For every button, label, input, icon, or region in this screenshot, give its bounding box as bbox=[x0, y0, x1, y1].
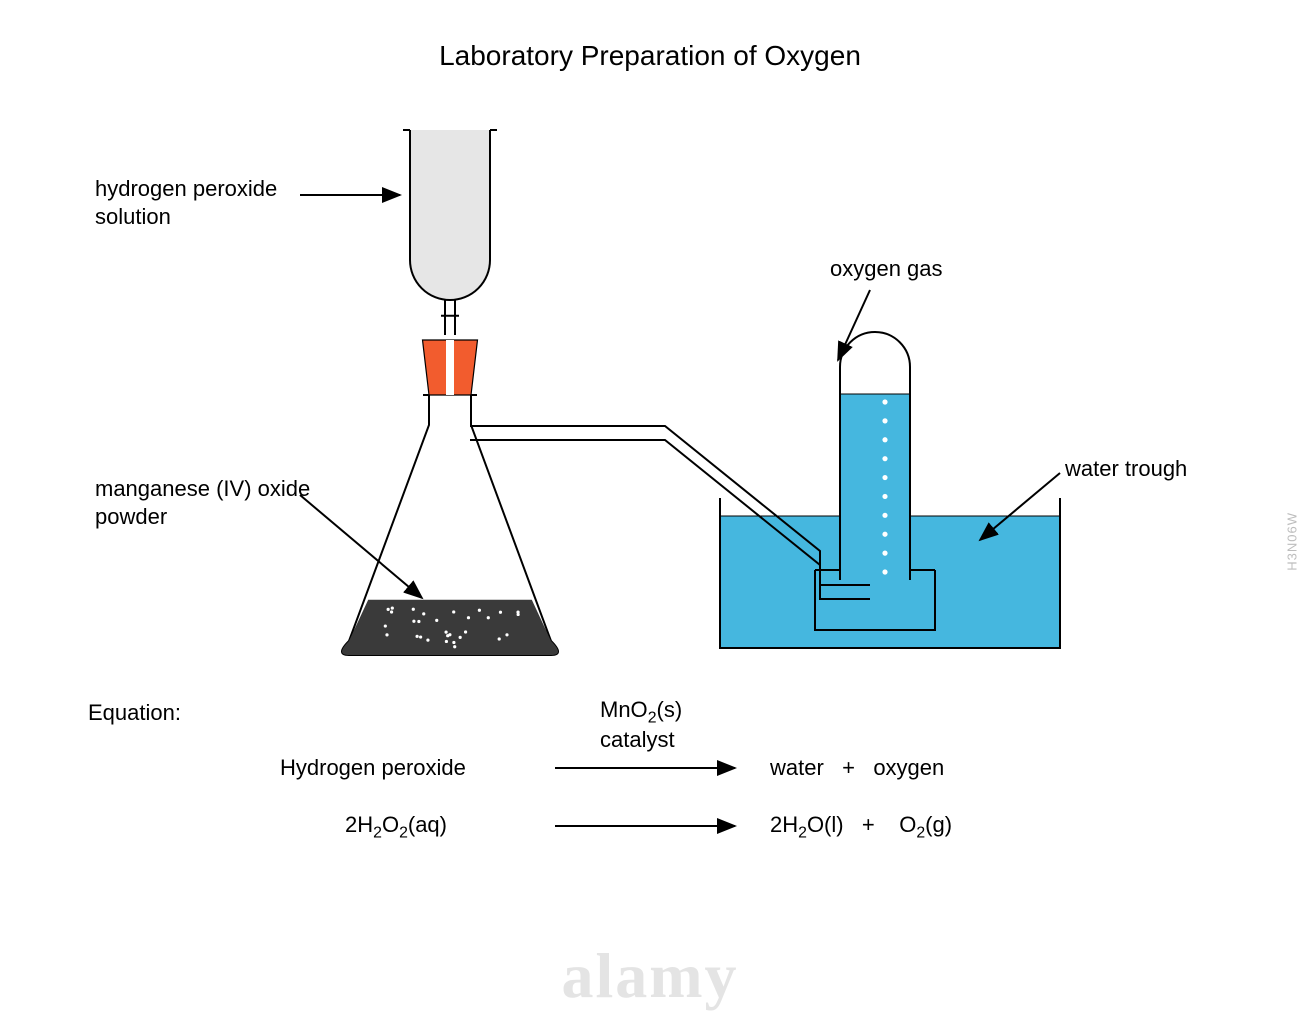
apparatus-svg bbox=[0, 0, 1300, 1023]
watermark-code: H3N06W bbox=[1285, 512, 1300, 571]
diagram-canvas: Laboratory Preparation of Oxygen hydroge… bbox=[0, 0, 1300, 1023]
watermark-text: alamy bbox=[0, 939, 1300, 1013]
